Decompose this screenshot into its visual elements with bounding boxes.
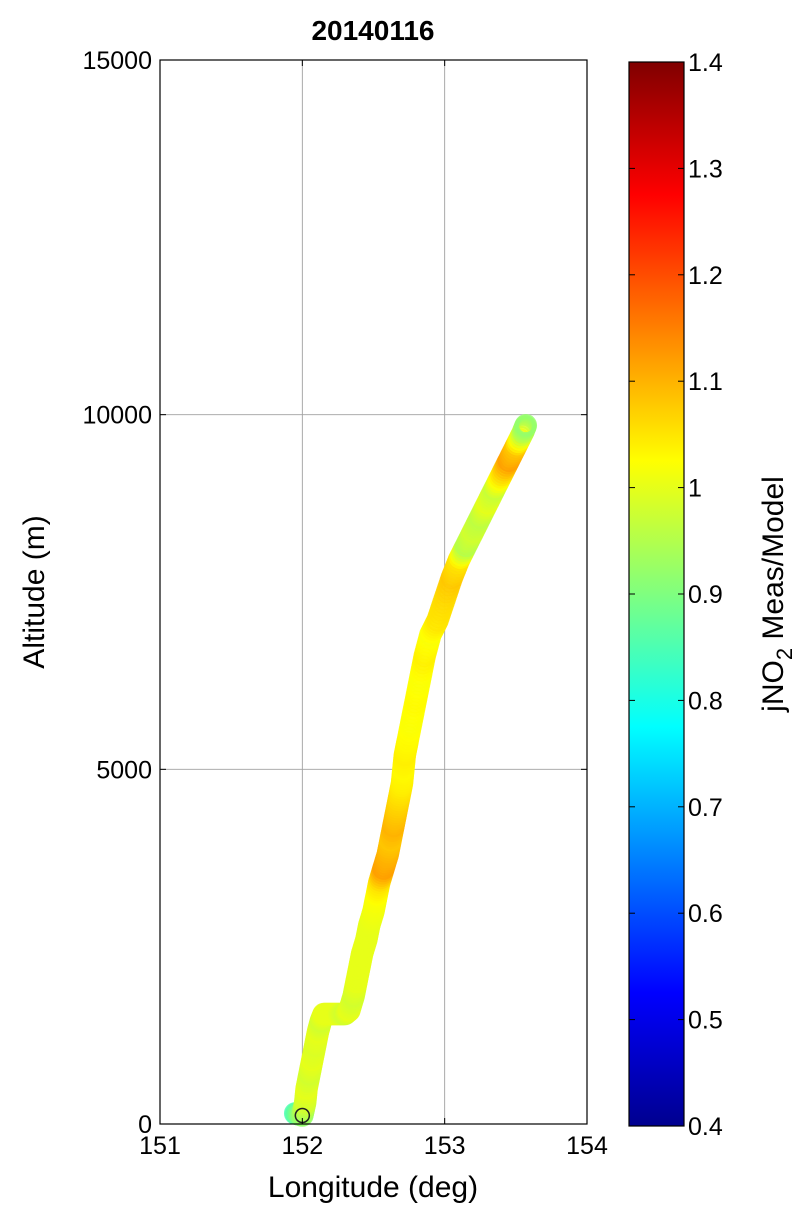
colorbar-tick-label: 0.7 bbox=[688, 794, 723, 822]
chart-title: 20140116 bbox=[311, 15, 434, 46]
y-tick-label: 10000 bbox=[82, 402, 152, 430]
colorbar: 0.4 0.5 0.6 0.7 0.8 0.9 1 1.1 1.2 1.3 1.4 jNO2 Mea… bbox=[628, 49, 796, 1141]
colorbar-tick-label: 0.4 bbox=[688, 1113, 723, 1141]
x-tick-label: 152 bbox=[281, 1132, 323, 1160]
colorbar-tick-label: 0.8 bbox=[688, 687, 723, 715]
colorbar-tick-label: 0.6 bbox=[688, 900, 723, 928]
data-points bbox=[283, 414, 538, 1127]
y-tick-label: 15000 bbox=[82, 47, 152, 75]
colorbar-label-subscript: 2 bbox=[772, 648, 796, 660]
colorbar-tick-label: 0.9 bbox=[688, 581, 723, 609]
x-axis-ticks: 151 152 153 154 bbox=[139, 60, 608, 1160]
x-tick-label: 151 bbox=[139, 1132, 181, 1160]
colorbar-tick-label: 1.2 bbox=[688, 262, 723, 290]
grid-lines bbox=[160, 60, 587, 1124]
y-tick-label: 5000 bbox=[96, 756, 152, 784]
plot-frame bbox=[159, 59, 588, 1125]
x-tick-label: 154 bbox=[566, 1132, 608, 1160]
colorbar-gradient bbox=[628, 61, 685, 1127]
colorbar-label-base: jNO bbox=[757, 660, 790, 713]
y-axis-label: Altitude (m) bbox=[18, 515, 51, 668]
y-axis-ticks: 0 5000 10000 15000 bbox=[82, 47, 587, 1139]
x-tick-label: 153 bbox=[424, 1132, 466, 1160]
plot-area: 151 152 153 154 0 5000 10000 15000 bbox=[82, 47, 607, 1160]
data-point bbox=[514, 414, 538, 437]
colorbar-tick-label: 1.3 bbox=[688, 155, 723, 183]
colorbar-tick-label: 1.1 bbox=[688, 368, 723, 396]
colorbar-tick-label: 0.5 bbox=[688, 1007, 723, 1035]
colorbar-label-rest: Meas/Model bbox=[757, 476, 790, 648]
y-tick-label: 0 bbox=[138, 1111, 152, 1139]
colorbar-ticks: 0.4 0.5 0.6 0.7 0.8 0.9 1 1.1 1.2 1.3 1.4 bbox=[629, 49, 723, 1141]
x-axis-label: Longitude (deg) bbox=[268, 1171, 478, 1204]
colorbar-tick-label: 1.4 bbox=[688, 49, 723, 77]
colorbar-label: jNO2 Meas/Model bbox=[757, 476, 796, 713]
colorbar-tick-label: 1 bbox=[688, 475, 702, 503]
